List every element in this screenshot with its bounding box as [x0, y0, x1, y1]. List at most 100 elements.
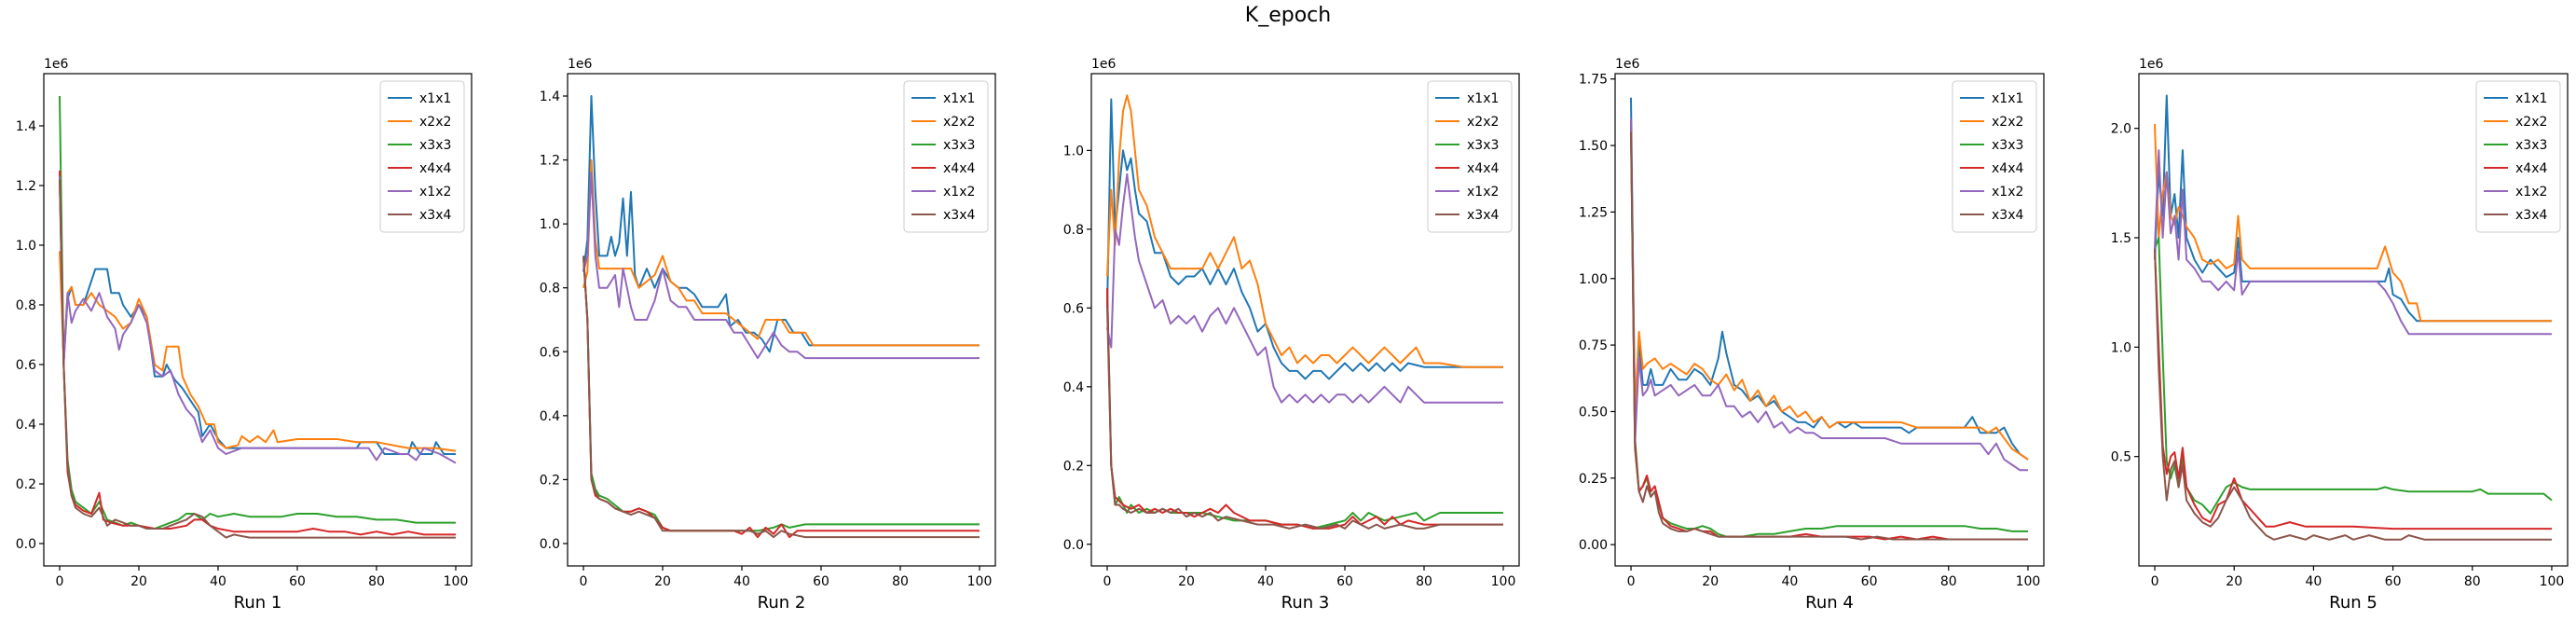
chart-2-axes-frame	[567, 73, 996, 567]
chart-4-legend-label-x1x1: x1x1	[1992, 91, 2023, 106]
chart-1-ytick-label: 1.0	[16, 239, 36, 254]
chart-2-ytick-label: 0.4	[540, 409, 560, 424]
chart-1-xtick-label: 0	[56, 574, 64, 589]
chart-2-ytick-label: 0.2	[540, 473, 560, 488]
chart-2-xtick-label: 100	[967, 574, 993, 589]
chart-1-xlabel: Run 1	[234, 593, 282, 613]
chart-3-legend-label-x4x4: x4x4	[1467, 161, 1499, 176]
chart-1-offset-text: 1e6	[44, 57, 69, 72]
chart-3-ytick-label: 0.0	[1063, 538, 1084, 553]
chart-5-xtick-label: 0	[2151, 574, 2159, 589]
figure-title: K_epoch	[1244, 4, 1332, 27]
chart-5-legend-label-x3x4: x3x4	[2515, 208, 2547, 223]
chart-5-xtick-label: 20	[2226, 574, 2242, 589]
chart-4-ytick-label: 0.25	[1579, 472, 1608, 487]
chart-5-legend-label-x3x3: x3x3	[2515, 138, 2547, 153]
chart-2-series-x3x4	[582, 255, 980, 539]
chart-4-legend-label-x1x2: x1x2	[1992, 185, 2023, 200]
chart-1-series-x2x2	[59, 251, 457, 452]
chart-5-xtick-label: 100	[2540, 574, 2565, 589]
chart-3-ytick-label: 0.4	[1063, 380, 1084, 395]
chart-3-ytick-label: 0.6	[1063, 301, 1084, 316]
chart-4-xtick-label: 100	[2016, 574, 2041, 589]
chart-2-series-x4x4	[582, 255, 980, 539]
chart-4-ytick-label: 1.75	[1579, 73, 1608, 88]
chart-2-xtick-label: 40	[733, 574, 750, 589]
chart-5-axes-frame	[2138, 73, 2569, 567]
chart-4-xtick-label: 0	[1627, 574, 1636, 589]
chart-1-ytick-label: 0.6	[16, 358, 36, 373]
chart-2-series-x2x2	[582, 158, 980, 347]
chart-3-xlabel: Run 3	[1281, 593, 1330, 613]
chart-2-ytick-label: 0.6	[540, 345, 560, 360]
chart-4-xtick-label: 60	[1861, 574, 1878, 589]
chart-1-ytick-label: 0.2	[16, 477, 36, 492]
chart-1-xtick-label: 80	[368, 574, 385, 589]
chart-3-legend-label-x1x1: x1x1	[1467, 91, 1499, 106]
chart-2-series-x1x2	[582, 172, 980, 360]
chart-5-series-x1x2	[2154, 149, 2552, 336]
chart-5-ytick-label: 1.5	[2111, 231, 2131, 246]
chart-4-legend-label-x3x3: x3x3	[1992, 138, 2023, 153]
chart-5-legend-label-x1x1: x1x1	[2515, 91, 2547, 106]
chart-4-ytick-label: 1.00	[1579, 272, 1608, 287]
chart-4-legend-box	[1952, 80, 2037, 233]
chart-3-series-x4x4	[1106, 288, 1503, 530]
chart-1-series-x4x4	[59, 170, 456, 536]
chart-1-ytick-label: 0.0	[16, 537, 36, 552]
chart-2-legend-label-x1x1: x1x1	[943, 91, 975, 106]
chart-5-ytick-label: 1.0	[2111, 340, 2131, 355]
chart-2-xtick-label: 20	[654, 574, 671, 589]
chart-5-xtick-label: 40	[2305, 574, 2322, 589]
chart-3-series-x1x2	[1106, 172, 1503, 404]
chart-1-ytick-label: 1.2	[16, 179, 36, 194]
chart-4-ytick-label: 1.50	[1579, 139, 1608, 154]
chart-1-xtick-label: 20	[130, 574, 147, 589]
chart-2-legend: x1x1 x2x2 x3x3 x4x4 x1x2 x3x4	[903, 80, 989, 233]
chart-5-series-x3x4	[2154, 248, 2552, 541]
chart-1-legend-label-x3x4: x3x4	[419, 208, 451, 223]
chart-4-xlabel: Run 4	[1805, 593, 1854, 613]
chart-5-series-x4x4	[2154, 248, 2552, 530]
chart-5-series-x1x1	[2154, 94, 2552, 323]
chart-3-legend: x1x1 x2x2 x3x3 x4x4 x1x2 x3x4	[1427, 80, 1513, 233]
chart-4-series-x3x4	[1630, 131, 2028, 541]
chart-4-xtick-label: 40	[1781, 574, 1798, 589]
chart-2-ytick-label: 0.8	[540, 282, 560, 296]
chart-2-legend-label-x2x2: x2x2	[943, 115, 975, 130]
chart-2: 0 20 40 60 80 100 0.0 0.2 0.4 0.6 0.8 1.0 1.2 1.4 1e6 R…	[540, 57, 996, 613]
chart-1-series-x1x1	[59, 176, 456, 455]
chart-5-legend: x1x1 x2x2 x3x3 x4x4 x1x2 x3x4	[2475, 80, 2561, 233]
chart-4-ytick-label: 0.75	[1579, 338, 1608, 353]
chart-3: 0 20 40 60 80 100 0.0 0.2 0.4 0.6 0.8 1.0 1e6 Run 3 x1…	[1063, 57, 1520, 613]
chart-1-series-x1x2	[59, 176, 457, 464]
chart-3-ytick-label: 1.0	[1063, 144, 1084, 158]
chart-3-xtick-label: 100	[1491, 574, 1516, 589]
chart-2-xtick-label: 0	[580, 574, 588, 589]
chart-4-legend-label-x2x2: x2x2	[1992, 115, 2023, 130]
chart-5-legend-label-x4x4: x4x4	[2515, 161, 2547, 176]
chart-1-ytick-label: 0.4	[16, 418, 36, 433]
chart-3-xtick-label: 60	[1336, 574, 1353, 589]
chart-2-xlabel: Run 2	[758, 593, 806, 613]
chart-1-xtick-label: 40	[210, 574, 226, 589]
chart-5-xtick-label: 60	[2385, 574, 2402, 589]
chart-4-series-x1x2	[1630, 118, 2028, 472]
chart-5-ytick-label: 2.0	[2111, 122, 2131, 137]
chart-4-ytick-label: 0.50	[1579, 405, 1608, 420]
chart-4-ytick-label: 0.00	[1579, 538, 1608, 553]
chart-3-ytick-label: 0.8	[1063, 223, 1084, 238]
chart-3-offset-text: 1e6	[1091, 57, 1117, 72]
chart-5-legend-label-x2x2: x2x2	[2515, 115, 2547, 130]
chart-5-xlabel: Run 5	[2329, 593, 2377, 613]
chart-3-xtick-label: 80	[1416, 574, 1432, 589]
chart-1-series-x3x4	[59, 179, 456, 539]
chart-4-offset-text: 1e6	[1615, 57, 1640, 72]
chart-4-axes-frame	[1614, 73, 2045, 567]
chart-3-legend-box	[1427, 80, 1513, 233]
chart-2-xtick-label: 80	[892, 574, 909, 589]
chart-4-xtick-label: 80	[1940, 574, 1957, 589]
chart-3-ytick-label: 0.2	[1063, 459, 1084, 474]
chart-1-legend-label-x3x3: x3x3	[419, 138, 451, 153]
